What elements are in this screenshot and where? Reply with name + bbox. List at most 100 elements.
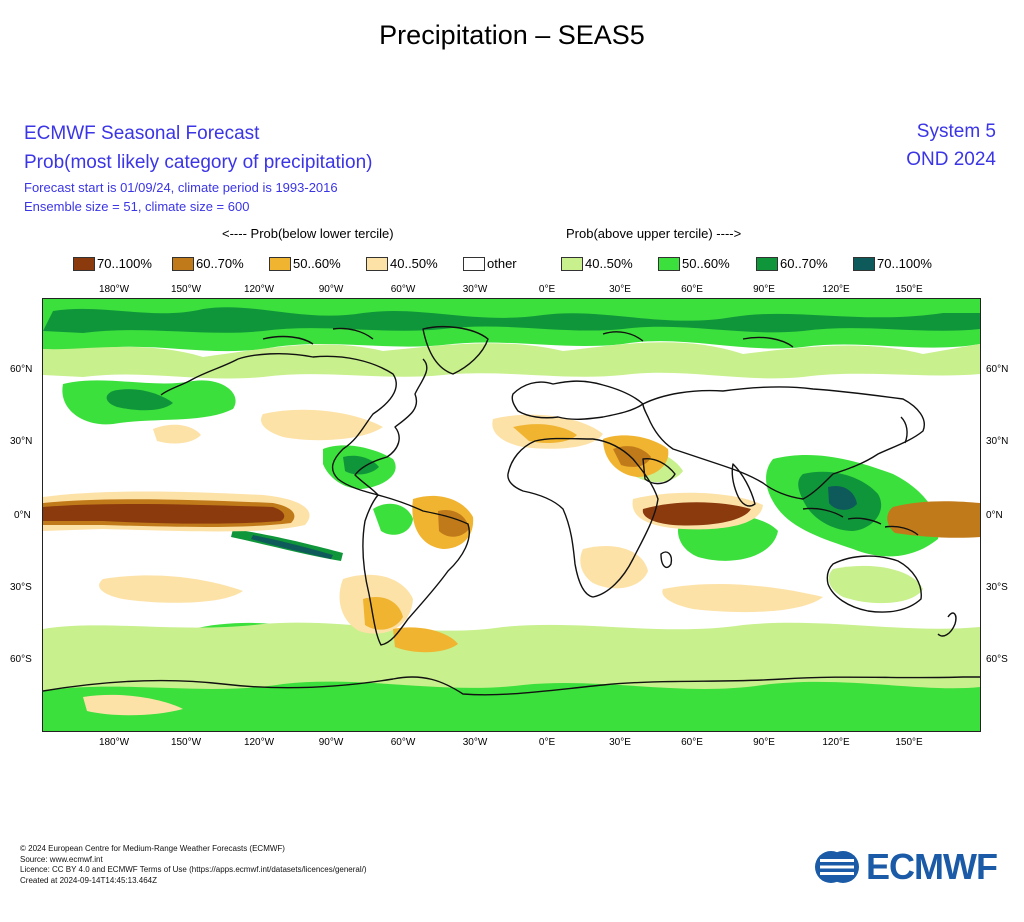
lon-label: 90°W [318, 284, 344, 295]
legend-item-above-50-60: 50..60% [658, 256, 730, 271]
antarctic-green [43, 681, 980, 731]
legend-swatch [269, 256, 291, 271]
australia-coast [826, 555, 922, 613]
legend-swatch [756, 256, 778, 271]
south-pacific-light-orange [99, 575, 243, 603]
patagonia-orange [363, 597, 403, 630]
footer-line: © 2024 European Centre for Medium-Range … [20, 844, 285, 853]
lat-label: 60°S [10, 654, 32, 665]
arabia-dark-orange [613, 446, 651, 467]
ensemble-info: Ensemble size = 51, climate size = 600 [24, 199, 250, 214]
legend-item-other: other [463, 256, 517, 271]
legend-swatch [853, 256, 875, 271]
system-label: System 5 [916, 121, 996, 142]
lon-label: 180°W [98, 737, 130, 748]
lon-label: 120°E [822, 737, 850, 748]
greenland-coast [422, 326, 489, 375]
footer-line: Licence: CC BY 4.0 and ECMWF Terms of Us… [20, 865, 367, 874]
lat-label: 30°S [10, 582, 32, 593]
lon-label: 60°W [390, 284, 416, 295]
lon-label: 90°W [318, 737, 344, 748]
equatorial-pacific-dark-teal [251, 535, 333, 559]
lat-label: 60°S [986, 654, 1008, 665]
lon-label: 60°E [681, 284, 703, 295]
map-svg [43, 299, 980, 731]
lon-label: 0°E [538, 737, 556, 748]
footer-line: Source: www.ecmwf.int [20, 854, 103, 864]
legend-item-above-40-50: 40..50% [561, 256, 633, 271]
color-legend: 70..100% 60..70% 50..60% 40..50% other 4… [0, 256, 1024, 274]
lon-label: 180°W [98, 284, 130, 295]
ecmwf-logo-text: ECMWF [866, 846, 998, 887]
lat-label: 0°N [986, 510, 1003, 521]
legend-item-below-50-60: 50..60% [269, 256, 341, 271]
amazon-west-green [373, 503, 413, 535]
lat-label: 30°N [10, 436, 33, 447]
lon-label: 60°E [681, 737, 703, 748]
north-pacific-light-orange [153, 424, 201, 444]
legend-label: 50..60% [682, 256, 730, 271]
north-america-coast [237, 353, 428, 496]
lon-label: 120°E [822, 284, 850, 295]
legend-item-below-70-100: 70..100% [73, 256, 152, 271]
west-pacific-orange [887, 501, 980, 538]
lon-label: 30°W [462, 737, 488, 748]
copyright-footer: © 2024 European Centre for Medium-Range … [20, 844, 367, 886]
lon-label: 30°W [462, 284, 488, 295]
east-africa-brown [642, 502, 751, 526]
legend-swatch [561, 256, 583, 271]
madagascar-coast [660, 551, 673, 569]
alaska-coast [160, 358, 239, 396]
legend-swatch [658, 256, 680, 271]
lat-label: 30°S [986, 582, 1008, 593]
lon-label: 0°E [538, 284, 556, 295]
legend-label: 60..70% [780, 256, 828, 271]
legend-item-above-70-100: 70..100% [853, 256, 932, 271]
legend-swatch [366, 256, 388, 271]
europe-coast [511, 380, 644, 420]
legend-swatch [463, 256, 485, 271]
season-label: OND 2024 [906, 149, 996, 170]
arctic-islands [262, 327, 794, 348]
new-zealand-coast [937, 612, 957, 637]
lat-label: 60°N [986, 364, 1009, 375]
lon-label: 150°E [895, 737, 923, 748]
legend-label: 40..50% [585, 256, 633, 271]
arctic-band-dark [43, 307, 980, 333]
lat-label: 60°N [10, 364, 33, 375]
legend-item-above-60-70: 60..70% [756, 256, 828, 271]
north-pacific-dark [106, 389, 173, 411]
legend-label: 50..60% [293, 256, 341, 271]
legend-label: other [487, 256, 517, 271]
argentina-orange [393, 627, 458, 653]
legend-swatch [172, 256, 194, 271]
lon-label: 30°E [609, 284, 631, 295]
arabia-coast [642, 457, 676, 485]
us-light-orange [261, 409, 383, 441]
south-indian-light-orange [662, 583, 823, 613]
lon-label: 90°E [753, 284, 775, 295]
ecmwf-logo: ECMWF [814, 846, 998, 888]
australia-light [828, 565, 923, 604]
lon-label: 120°W [243, 284, 275, 295]
legend-swatch [73, 256, 95, 271]
forecast-subtitle: Prob(most likely category of precipitati… [24, 152, 373, 173]
africa-coast [507, 437, 659, 598]
lon-label: 120°W [243, 737, 275, 748]
page-title: Precipitation – SEAS5 [379, 20, 645, 50]
legend-item-below-60-70: 60..70% [172, 256, 244, 271]
legend-label: 60..70% [196, 256, 244, 271]
indonesia-islands [802, 507, 919, 536]
lon-label: 150°W [170, 737, 202, 748]
coastlines [43, 326, 980, 696]
maritime-continent-teal [828, 485, 857, 510]
below-tercile-label: <---- Prob(below lower tercile) [222, 226, 394, 241]
forecast-start-info: Forecast start is 01/09/24, climate peri… [24, 180, 338, 195]
central-america-dark [343, 455, 379, 475]
ecmwf-logo-icon [815, 851, 859, 883]
lon-label: 60°W [390, 737, 416, 748]
antarctica-coast [43, 676, 980, 696]
south-america-coast [362, 494, 470, 646]
lat-label: 30°N [986, 436, 1009, 447]
lon-label: 150°W [170, 284, 202, 295]
